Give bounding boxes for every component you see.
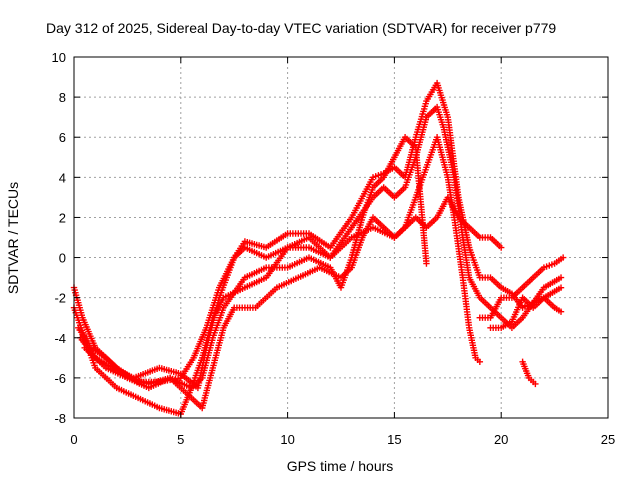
data-point [476,358,484,366]
y-tick-label: 4 [59,170,66,185]
y-tick-label: -2 [54,291,66,306]
data-point [557,308,565,315]
data-point [557,284,565,291]
grid-lines [74,57,608,418]
x-tick-label: 25 [601,432,615,447]
data-marks [70,79,567,418]
series-track-7 [487,294,565,331]
x-tick-label: 15 [387,432,401,447]
chart-title: Day 312 of 2025, Sidereal Day-to-day VTE… [46,20,556,36]
x-tick-label: 0 [70,432,77,447]
y-tick-label: 2 [59,210,66,225]
axis-ticks: 0 5 10 15 20 25 -8 -6 -4 -2 0 2 4 6 8 10 [52,50,616,447]
series-track-1 [70,79,565,386]
series-track-5 [81,134,430,392]
series-track-4 [77,194,505,392]
y-axis-label: SDTVAR / TECUs [5,182,21,294]
y-tick-label: -4 [54,331,66,346]
data-point [423,260,430,267]
plot-frame [73,56,609,419]
series-track-3 [75,134,484,412]
y-tick-label: 10 [52,50,66,65]
series-track-8 [519,358,539,388]
series-track-6 [476,254,567,321]
y-tick-label: 0 [59,251,66,266]
x-axis-label: GPS time / hours [287,458,394,474]
y-tick-label: 8 [59,90,66,105]
data-point [559,254,567,261]
x-tick-label: 20 [494,432,508,447]
y-tick-label: -6 [54,371,66,386]
x-tick-label: 5 [177,432,184,447]
data-point [532,380,539,388]
data-point [557,274,565,281]
x-tick-label: 10 [280,432,294,447]
series-track-2 [70,103,565,418]
data-point [498,244,505,251]
y-tick-label: -8 [54,411,66,426]
y-tick-label: 6 [59,130,66,145]
